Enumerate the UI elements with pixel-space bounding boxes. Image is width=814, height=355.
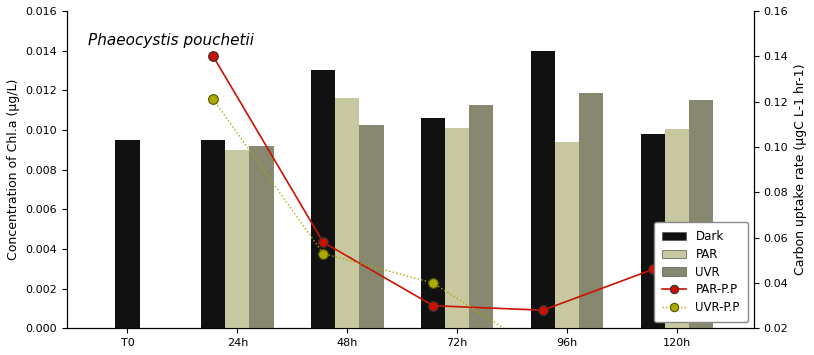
Bar (665, 129, 689, 328)
Text: Phaeocystis pouchetii: Phaeocystis pouchetii (88, 33, 254, 48)
Legend: Dark, PAR, UVR, PAR-P.P, UVR-P.P: Dark, PAR, UVR, PAR-P.P, UVR-P.P (654, 222, 748, 322)
Bar (689, 100, 713, 328)
Bar (225, 150, 249, 328)
Bar (335, 98, 360, 328)
Bar (531, 51, 555, 328)
Bar (116, 140, 139, 328)
Bar (201, 140, 225, 328)
Bar (580, 93, 603, 328)
Bar (311, 70, 335, 328)
Bar (445, 128, 470, 328)
Y-axis label: Carbon uptake rate (μgC L-1 hr-1): Carbon uptake rate (μgC L-1 hr-1) (794, 64, 807, 275)
Bar (641, 134, 665, 328)
Bar (470, 105, 493, 328)
Y-axis label: Concentration of Chl.a (μg/L): Concentration of Chl.a (μg/L) (7, 79, 20, 260)
Bar (360, 125, 383, 328)
Bar (555, 142, 580, 328)
Bar (249, 146, 274, 328)
Bar (421, 118, 445, 328)
